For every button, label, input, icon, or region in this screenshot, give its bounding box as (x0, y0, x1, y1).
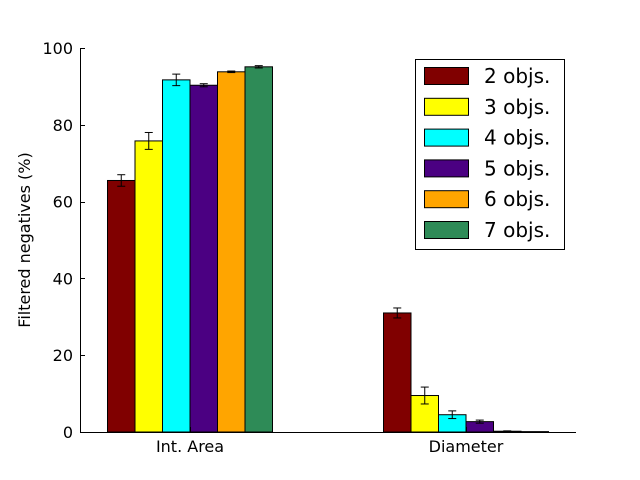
y-tick-label: 20 (53, 346, 73, 365)
bar (162, 79, 191, 433)
error-bars (117, 65, 512, 433)
y-tick-label: 100 (42, 39, 73, 58)
y-tick-label: 60 (53, 193, 73, 212)
legend-label: 2 objs. (484, 64, 550, 88)
y-axis-label: Filtered negatives (%) (15, 152, 34, 327)
legend-label: 4 objs. (484, 126, 550, 150)
legend: 2 objs. 3 objs. 4 objs. 5 objs. 6 objs. 7 obj… (415, 59, 565, 250)
bar (189, 84, 218, 433)
bar (107, 179, 136, 433)
x-tick-label: Int. Area (156, 437, 224, 456)
bar (383, 312, 412, 433)
legend-swatch (424, 97, 469, 116)
bar (244, 66, 273, 433)
bar (217, 71, 246, 433)
legend-swatch (424, 128, 469, 147)
bars (107, 66, 549, 433)
x-tick-label: Diameter (429, 437, 504, 456)
legend-label: 5 objs. (484, 156, 550, 180)
legend-swatch (424, 190, 469, 209)
legend-frame (415, 59, 565, 250)
y-ticks: 0 20 40 60 80 100 (42, 39, 85, 442)
legend-label: 3 objs. (484, 95, 550, 119)
legend-label: 7 objs. (484, 218, 550, 242)
y-tick-label: 40 (53, 269, 73, 288)
x-ticks: Int. Area Diameter (156, 427, 504, 456)
legend-label: 6 objs. (484, 187, 550, 211)
bar (134, 140, 163, 433)
legend-swatch (424, 159, 469, 178)
y-tick-label: 0 (63, 423, 73, 442)
legend-swatch (424, 67, 469, 85)
y-tick-label: 80 (53, 116, 73, 135)
legend-swatch (424, 221, 469, 239)
